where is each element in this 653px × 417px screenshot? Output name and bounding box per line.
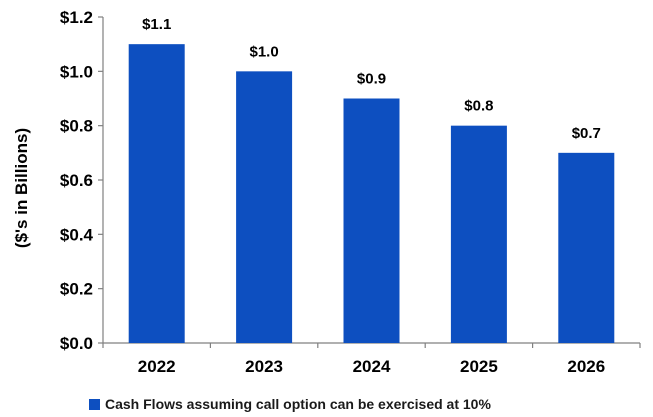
- legend-swatch: [89, 399, 100, 410]
- y-tick-label: $0.0: [60, 334, 93, 353]
- x-tick-label: 2024: [353, 357, 391, 376]
- x-tick-label: 2026: [567, 357, 605, 376]
- bar: [128, 44, 185, 344]
- data-label: $1.0: [249, 43, 278, 60]
- y-tick-label: $1.0: [60, 62, 93, 81]
- x-tick-label: 2023: [245, 357, 283, 376]
- data-label: $1.1: [142, 16, 171, 33]
- y-tick-label: $0.2: [60, 280, 93, 299]
- data-label: $0.7: [572, 125, 601, 142]
- data-label: $0.8: [464, 98, 493, 115]
- y-axis-title-group: ($'s in Billions): [12, 128, 31, 248]
- bar: [236, 71, 293, 343]
- x-tick-label: 2022: [138, 357, 176, 376]
- y-axis-title: ($'s in Billions): [12, 128, 31, 248]
- y-tick-label: $0.8: [60, 117, 93, 136]
- bar: [450, 125, 507, 344]
- bar: [343, 98, 400, 343]
- plot-area: $0.0 $0.2 $0.4 $0.6 $0.8 $1.0 $1.2 $1.1 2022 $1.0…: [60, 8, 641, 376]
- y-tick-label: $0.6: [60, 171, 93, 190]
- y-tick-label: $0.4: [60, 225, 94, 244]
- y-tick-label: $1.2: [60, 8, 93, 27]
- x-tick-label: 2025: [460, 357, 498, 376]
- legend: Cash Flows assuming call option can be e…: [89, 396, 491, 412]
- legend-label: Cash Flows assuming call option can be e…: [105, 396, 491, 412]
- bar: [558, 152, 615, 343]
- data-label: $0.9: [357, 71, 386, 88]
